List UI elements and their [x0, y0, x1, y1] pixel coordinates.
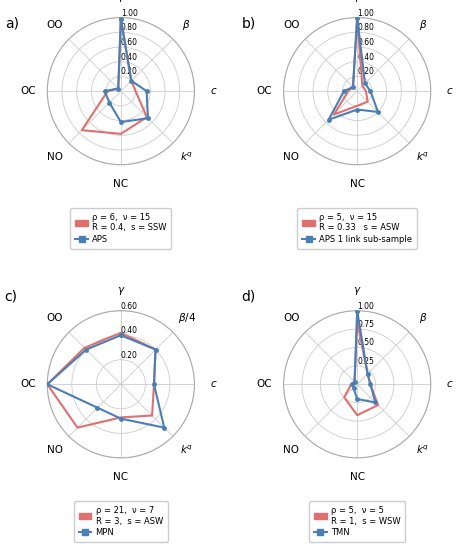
Legend: ρ = 6,  ν = 15
R = 0.4,  s = SSW, APS: ρ = 6, ν = 15 R = 0.4, s = SSW, APS	[70, 208, 172, 249]
Legend: ρ = 5,  ν = 5
R = 1,  s = WSW, TMN: ρ = 5, ν = 5 R = 1, s = WSW, TMN	[309, 501, 405, 542]
Text: d): d)	[242, 289, 256, 304]
Text: b): b)	[242, 16, 256, 31]
Text: a): a)	[5, 16, 19, 31]
Legend: ρ = 5,  ν = 15
R = 0.33   s = ASW, APS 1 link sub-sample: ρ = 5, ν = 15 R = 0.33 s = ASW, APS 1 li…	[297, 208, 417, 249]
Text: c): c)	[5, 289, 18, 304]
Legend: ρ = 21,  ν = 7
R = 3,  s = ASW, MPN: ρ = 21, ν = 7 R = 3, s = ASW, MPN	[74, 501, 168, 542]
